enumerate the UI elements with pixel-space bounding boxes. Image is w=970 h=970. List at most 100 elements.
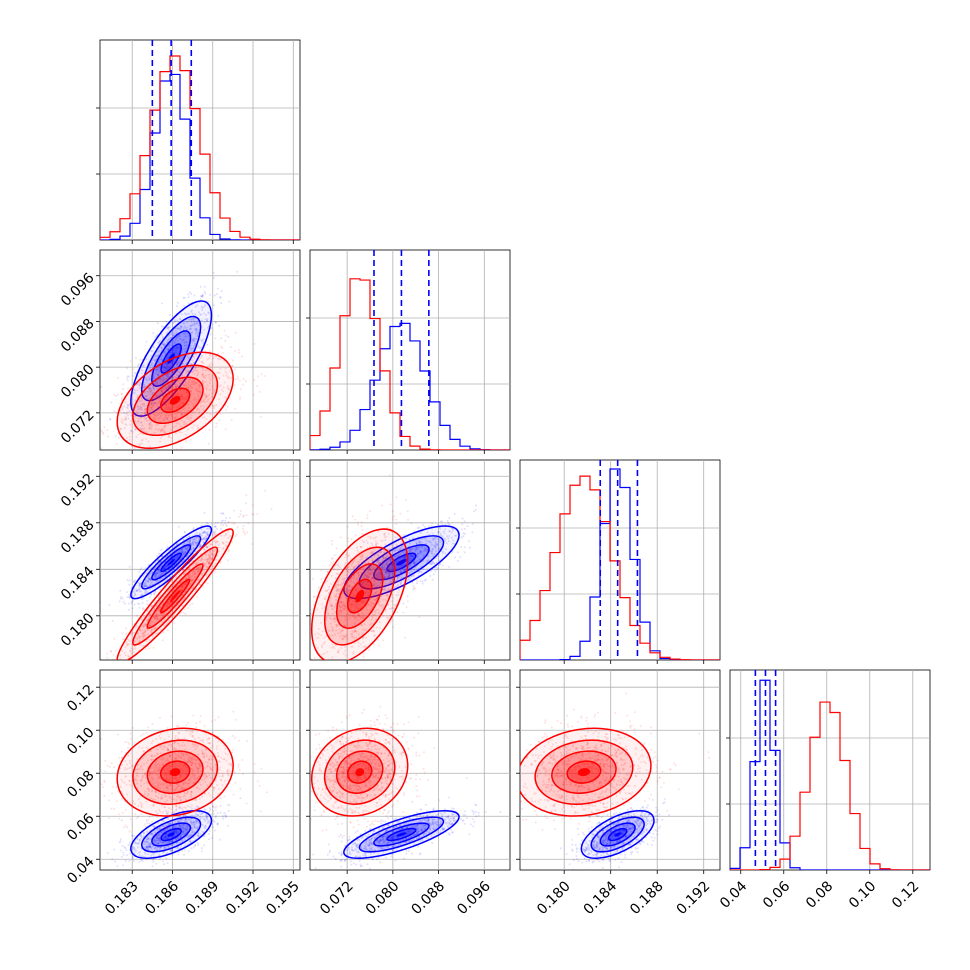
scatter-point: [160, 358, 163, 361]
scatter-point: [190, 321, 193, 323]
scatter-point: [231, 364, 234, 367]
scatter-point: [219, 296, 222, 299]
scatter-point: [436, 523, 439, 526]
scatter-point: [388, 474, 391, 477]
scatter-point: [454, 556, 457, 559]
scatter-point: [137, 420, 139, 423]
scatter-point: [175, 327, 178, 330]
scatter-point: [192, 380, 195, 383]
scatter-point: [130, 429, 133, 432]
scatter-point: [216, 521, 219, 524]
scatter-point: [128, 439, 131, 441]
scatter-point: [157, 406, 160, 408]
scatter-point: [124, 423, 127, 426]
scatter-point: [133, 666, 135, 668]
scatter-point: [195, 365, 198, 368]
scatter-point: [150, 364, 153, 367]
scatter-point: [202, 338, 205, 341]
scatter-point: [121, 632, 124, 635]
scatter-point: [189, 385, 192, 388]
scatter-point: [168, 338, 171, 341]
scatter-point: [138, 384, 141, 387]
scatter-point: [237, 348, 240, 351]
scatter-point: [150, 421, 152, 424]
scatter-point: [144, 411, 147, 414]
scatter-point: [245, 514, 248, 517]
scatter-point: [96, 393, 98, 395]
scatter-point: [153, 358, 155, 361]
scatter-point: [198, 409, 201, 412]
scatter-point: [193, 342, 196, 345]
scatter-point: [197, 384, 200, 387]
scatter-point: [208, 350, 211, 352]
scatter-point: [194, 366, 197, 369]
scatter-point: [172, 426, 175, 429]
scatter-point: [163, 457, 165, 459]
scatter-point: [206, 318, 209, 320]
scatter-point: [156, 374, 159, 376]
scatter-point: [190, 309, 193, 312]
scatter-point: [170, 436, 173, 439]
scatter-point: [151, 372, 154, 375]
scatter-point: [130, 457, 132, 459]
scatter-point: [136, 410, 139, 413]
scatter-point: [148, 422, 151, 425]
scatter-point: [136, 394, 139, 397]
scatter-point: [190, 417, 192, 419]
scatter-point: [187, 347, 189, 350]
scatter-point: [179, 559, 182, 562]
scatter-point: [440, 520, 443, 523]
scatter-point: [159, 377, 161, 380]
scatter-point: [162, 387, 165, 390]
scatter-point: [211, 363, 214, 366]
scatter-point: [174, 339, 177, 342]
scatter-point: [213, 407, 216, 409]
scatter-point: [252, 393, 255, 396]
scatter-point: [227, 377, 230, 380]
scatter-point: [172, 371, 175, 373]
scatter-point: [185, 341, 188, 344]
scatter-point: [186, 414, 189, 417]
scatter-point: [161, 572, 164, 575]
scatter-point: [147, 399, 150, 402]
scatter-point: [157, 402, 160, 405]
scatter-point: [160, 548, 163, 551]
scatter-point: [224, 396, 227, 399]
scatter-point: [157, 370, 160, 373]
scatter-point: [116, 393, 119, 396]
scatter-point: [159, 339, 162, 342]
scatter-point: [147, 376, 150, 379]
scatter-point: [236, 270, 239, 273]
scatter-point: [128, 403, 131, 406]
scatter-point: [202, 585, 205, 588]
scatter-point: [196, 374, 199, 377]
scatter-point: [178, 371, 181, 374]
scatter-point: [160, 333, 163, 336]
scatter-point: [441, 523, 444, 526]
scatter-point: [163, 431, 166, 434]
scatter-point: [180, 313, 183, 316]
scatter-point: [399, 512, 402, 515]
scatter-point: [225, 516, 228, 519]
scatter-point: [466, 525, 469, 528]
scatter-point: [239, 396, 242, 399]
scatter-point: [172, 339, 175, 342]
scatter-point: [217, 357, 220, 360]
scatter-point: [143, 413, 146, 416]
scatter-point: [160, 347, 163, 350]
scatter-point: [160, 389, 163, 392]
scatter-point: [184, 351, 187, 353]
scatter-point: [160, 388, 163, 391]
scatter-point: [222, 374, 225, 377]
scatter-point: [155, 368, 158, 371]
scatter-point: [173, 342, 176, 345]
scatter-point: [154, 397, 157, 400]
scatter-point: [177, 563, 180, 566]
scatter-point: [127, 375, 130, 378]
scatter-point: [190, 400, 192, 403]
scatter-point: [134, 428, 137, 431]
scatter-point: [416, 579, 419, 582]
scatter-point: [158, 370, 161, 373]
scatter-point: [166, 373, 169, 376]
scatter-point: [144, 407, 147, 410]
